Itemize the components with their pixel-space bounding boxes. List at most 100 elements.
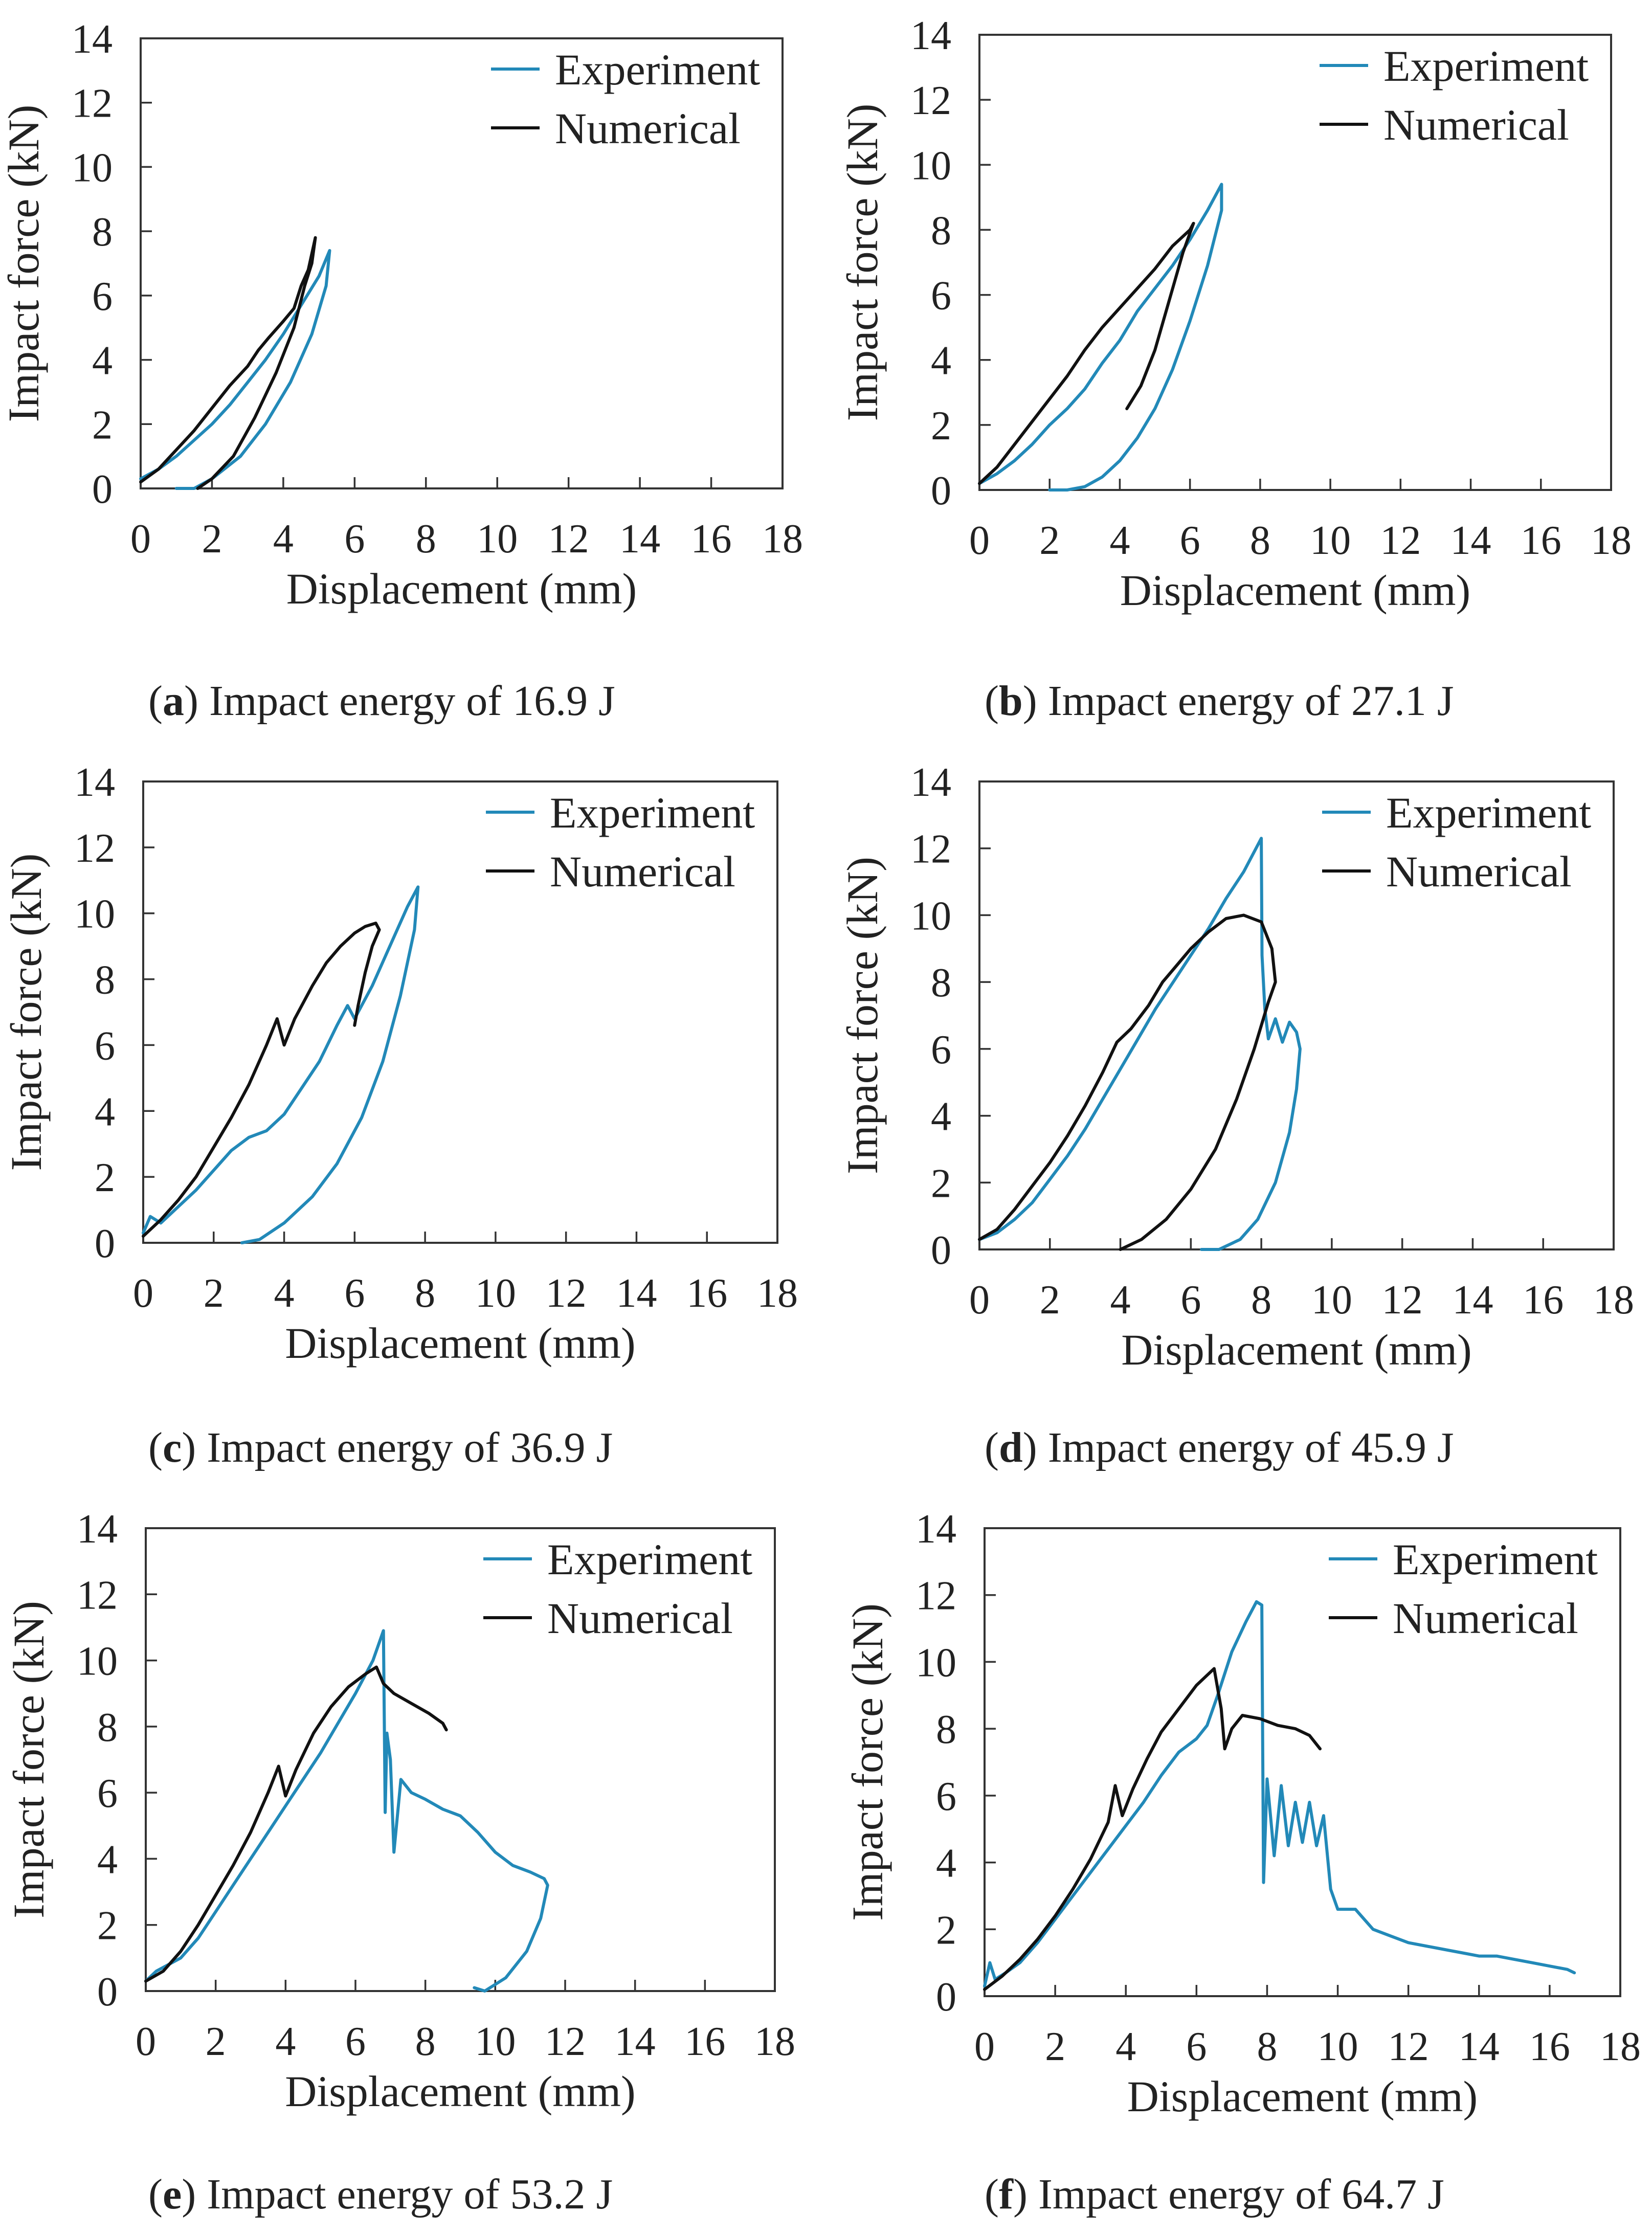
legend-label-numerical: Numerical — [550, 847, 735, 896]
x-axis-title: Displacement (mm) — [1127, 2072, 1478, 2121]
caption-letter: b — [999, 677, 1023, 725]
y-tick-label: 10 — [916, 1640, 956, 1685]
x-tick-label: 16 — [1523, 1278, 1564, 1323]
caption-letter: c — [163, 1424, 182, 1471]
caption-paren-open: ( — [148, 677, 163, 725]
y-tick-label: 6 — [97, 1771, 118, 1816]
plot-frame — [140, 37, 784, 489]
x-tick-label: 4 — [275, 2019, 296, 2064]
x-tick-label: 0 — [969, 1278, 990, 1323]
y-tick-label: 2 — [97, 1904, 118, 1949]
series-line-experiment — [142, 885, 420, 1244]
x-axis-title: Displacement (mm) — [285, 2067, 635, 2116]
y-tick-label: 10 — [74, 892, 115, 937]
caption-paren-close: ) — [182, 2171, 207, 2218]
legend-label-numerical: Numerical — [555, 104, 741, 153]
y-tick-label: 8 — [936, 1707, 956, 1752]
panel-caption: (f) Impact energy of 64.7 J — [985, 2171, 1444, 2218]
series-line-numerical — [142, 922, 381, 1238]
x-tick-label: 4 — [1110, 1278, 1131, 1323]
x-tick-label: 10 — [1311, 1278, 1352, 1323]
x-tick-label: 16 — [1529, 2024, 1570, 2069]
x-tick-label: 18 — [757, 1271, 798, 1316]
x-tick-label: 8 — [1257, 2024, 1277, 2069]
x-tick-label: 4 — [1109, 518, 1130, 563]
x-tick-label: 8 — [416, 517, 436, 562]
x-axis-title: Displacement (mm) — [286, 564, 637, 613]
x-tick-label: 8 — [415, 1271, 435, 1316]
x-tick-label: 14 — [1450, 518, 1491, 563]
x-tick-label: 18 — [1591, 518, 1632, 563]
y-tick-label: 8 — [931, 208, 951, 253]
x-tick-label: 0 — [136, 2019, 156, 2064]
legend-label-experiment: Experiment — [1386, 788, 1591, 837]
caption-paren-close: ) — [182, 1424, 207, 1471]
y-axis-title: Impact force (kN) — [2, 854, 51, 1171]
y-tick-label: 12 — [916, 1574, 956, 1619]
x-tick-label: 14 — [615, 2019, 656, 2064]
panel-caption: (d) Impact energy of 45.9 J — [985, 1424, 1454, 1471]
series-line-experiment — [978, 183, 1223, 491]
series-line-numerical — [978, 913, 1277, 1251]
y-tick-label: 2 — [95, 1155, 115, 1200]
caption-letter: f — [999, 2171, 1014, 2218]
x-tick-label: 6 — [1180, 1278, 1201, 1323]
y-tick-label: 8 — [95, 958, 115, 1003]
y-tick-label: 4 — [936, 1841, 956, 1886]
x-tick-label: 4 — [1115, 2024, 1136, 2069]
y-tick-label: 8 — [92, 210, 113, 255]
caption-text: Impact energy of 27.1 J — [1048, 677, 1454, 725]
x-tick-label: 2 — [1040, 1278, 1060, 1323]
caption-text: Impact energy of 64.7 J — [1038, 2171, 1444, 2218]
x-tick-label: 4 — [274, 1271, 295, 1316]
x-tick-label: 18 — [762, 517, 803, 562]
y-tick-label: 14 — [916, 1507, 956, 1552]
y-tick-label: 0 — [936, 1975, 956, 2020]
x-tick-label: 2 — [1045, 2024, 1065, 2069]
y-tick-label: 4 — [931, 1094, 951, 1139]
x-tick-label: 10 — [477, 517, 518, 562]
y-tick-label: 14 — [74, 760, 115, 805]
plot-frame — [984, 1527, 1621, 1997]
x-tick-label: 0 — [130, 517, 151, 562]
x-tick-label: 8 — [1251, 1278, 1271, 1323]
legend-label-experiment: Experiment — [1383, 41, 1589, 91]
y-tick-label: 2 — [92, 403, 113, 448]
caption-letter: a — [163, 677, 184, 725]
x-tick-label: 6 — [344, 1271, 365, 1316]
caption-paren-open: ( — [985, 677, 999, 725]
y-tick-label: 4 — [931, 339, 951, 384]
legend-label-numerical: Numerical — [1383, 100, 1569, 149]
x-tick-label: 18 — [754, 2019, 795, 2064]
y-tick-label: 12 — [910, 78, 951, 123]
series-line-numerical — [144, 1665, 448, 1983]
caption-paren-close: ) — [1023, 1424, 1048, 1471]
caption-text: Impact energy of 45.9 J — [1048, 1424, 1454, 1471]
y-axis-title: Impact force (kN) — [4, 1601, 53, 1918]
y-tick-label: 4 — [92, 339, 113, 384]
legend-label-numerical: Numerical — [1393, 1594, 1578, 1643]
y-tick-label: 6 — [931, 1027, 951, 1072]
x-tick-label: 0 — [974, 2024, 995, 2069]
y-tick-label: 10 — [77, 1639, 118, 1684]
y-tick-label: 0 — [931, 1228, 951, 1273]
x-tick-label: 12 — [548, 517, 589, 562]
x-tick-label: 6 — [345, 2019, 366, 2064]
y-axis-title: Impact force (kN) — [843, 1603, 892, 1921]
caption-paren-open: ( — [985, 1424, 999, 1471]
plot-frame — [978, 34, 1612, 491]
plot-frame — [142, 780, 778, 1244]
x-tick-label: 14 — [616, 1271, 657, 1316]
panel-caption: (c) Impact energy of 36.9 J — [148, 1424, 613, 1471]
x-tick-label: 16 — [691, 517, 732, 562]
legend-label-numerical: Numerical — [547, 1594, 733, 1643]
x-tick-label: 4 — [273, 517, 294, 562]
x-tick-label: 2 — [206, 2019, 226, 2064]
caption-paren-close: ) — [1013, 2171, 1038, 2218]
y-tick-label: 0 — [95, 1221, 115, 1266]
